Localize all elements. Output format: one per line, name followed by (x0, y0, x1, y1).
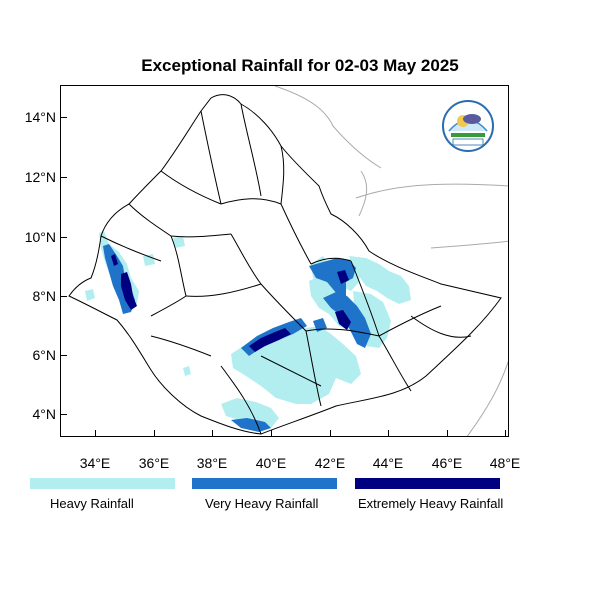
x-tick-label-34: 34°E (79, 455, 111, 471)
legend-label-very-heavy: Very Heavy Rainfall (205, 496, 319, 511)
legend-label-heavy: Heavy Rainfall (50, 496, 134, 511)
x-tick-48 (505, 430, 506, 437)
x-tick-label-36: 36°E (138, 455, 170, 471)
x-tick-38 (212, 430, 213, 437)
legend-swatch-extremely-heavy (355, 478, 500, 489)
y-tick-label-4: 4°N (32, 406, 57, 422)
x-tick-34 (95, 430, 96, 437)
legend-label-extremely-heavy: Extremely Heavy Rainfall (358, 496, 504, 511)
x-tick-label-44: 44°E (372, 455, 404, 471)
legend-swatch-very-heavy (192, 478, 337, 489)
legend-swatch-heavy (30, 478, 175, 489)
y-tick-label-8: 8°N (32, 288, 57, 304)
map-title: Exceptional Rainfall for 02-03 May 2025 (141, 56, 459, 75)
y-tick-6 (60, 355, 67, 356)
x-tick-label-46: 46°E (431, 455, 463, 471)
x-tick-46 (447, 430, 448, 437)
x-tick-40 (271, 430, 272, 437)
ethiopia-outline (68, 94, 502, 435)
emi-logo-icon (441, 99, 495, 153)
country-boundaries (68, 94, 502, 435)
y-tick-label-14: 14°N (24, 109, 56, 125)
x-tick-42 (330, 430, 331, 437)
x-tick-label-42: 42°E (314, 455, 346, 471)
x-tick-label-38: 38°E (196, 455, 228, 471)
x-tick-44 (388, 430, 389, 437)
y-tick-10 (60, 237, 67, 238)
extremely-heavy-rainfall-areas (111, 254, 351, 352)
y-tick-label-6: 6°N (32, 347, 57, 363)
y-tick-14 (60, 117, 67, 118)
x-tick-36 (154, 430, 155, 437)
map-frame (60, 85, 509, 437)
y-tick-4 (60, 414, 67, 415)
x-tick-label-48: 48°E (489, 455, 521, 471)
y-tick-12 (60, 177, 67, 178)
map-svg (68, 86, 508, 436)
x-tick-label-40: 40°E (255, 455, 287, 471)
y-tick-label-12: 12°N (24, 169, 56, 185)
y-tick-8 (60, 296, 67, 297)
y-tick-label-10: 10°N (24, 229, 56, 245)
neighbor-boundaries (274, 86, 508, 436)
